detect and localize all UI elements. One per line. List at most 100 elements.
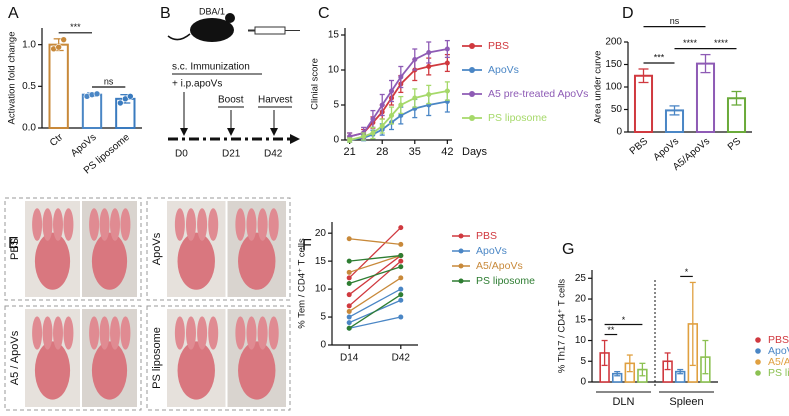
legend-marker bbox=[755, 348, 761, 354]
photo-frame bbox=[146, 197, 291, 301]
data-point bbox=[346, 303, 352, 309]
toe bbox=[235, 208, 246, 241]
data-point bbox=[346, 275, 352, 281]
data-point bbox=[346, 308, 352, 314]
toe bbox=[63, 208, 74, 241]
data-point bbox=[426, 92, 432, 97]
y-axis-label: Clinial score bbox=[310, 58, 321, 110]
toe bbox=[89, 208, 100, 241]
data-point bbox=[346, 292, 352, 298]
timeline-arrow bbox=[290, 134, 300, 144]
data-point bbox=[346, 281, 352, 286]
toe bbox=[235, 316, 246, 350]
legend-label: PBS bbox=[476, 230, 497, 242]
paired-line bbox=[349, 254, 401, 262]
toe bbox=[42, 316, 53, 350]
photo-frame bbox=[4, 305, 142, 411]
data-point bbox=[361, 134, 367, 139]
data-point bbox=[93, 90, 101, 98]
y-axis-label: Area under curve bbox=[593, 51, 604, 124]
syringe bbox=[248, 26, 300, 35]
paired-line bbox=[349, 238, 401, 246]
y-tick-label: 0.0 bbox=[22, 123, 36, 134]
paired-line bbox=[348, 266, 402, 285]
y-tick-label: 15 bbox=[575, 314, 587, 325]
error-bar bbox=[702, 339, 709, 375]
panel-label: D bbox=[622, 5, 634, 22]
error-bar bbox=[601, 339, 608, 367]
paired-line bbox=[348, 294, 402, 329]
photo-panels: PBS ApoVs A5 / ApoVs PS liposome bbox=[4, 197, 291, 411]
y-tick-label: 0 bbox=[580, 377, 586, 388]
toe bbox=[32, 208, 43, 241]
y-tick-label: 0 bbox=[320, 340, 326, 351]
toe bbox=[246, 316, 257, 350]
error-bar bbox=[626, 354, 633, 373]
y-tick-label: 15 bbox=[315, 256, 327, 267]
error-bar bbox=[638, 68, 649, 84]
x-axis-label: Days bbox=[462, 146, 488, 158]
error-bar bbox=[700, 53, 711, 74]
toe bbox=[257, 208, 268, 241]
data-point bbox=[389, 88, 395, 94]
toe bbox=[185, 208, 196, 241]
y-tick-label: 20 bbox=[575, 294, 587, 305]
photo-label: ApoVs bbox=[151, 232, 163, 265]
panel-label: G bbox=[562, 241, 574, 258]
significance-label: ** bbox=[607, 325, 615, 335]
toe bbox=[208, 208, 219, 241]
legend-label: PBS bbox=[768, 334, 789, 346]
bar bbox=[81, 93, 103, 129]
arrow-head bbox=[227, 128, 235, 136]
y-tick-label: 5 bbox=[333, 100, 339, 111]
significance-label: ns bbox=[104, 76, 114, 86]
legend-marker bbox=[458, 278, 464, 284]
data-point bbox=[398, 258, 404, 264]
schematic: B DBA/1 s.c. Immunization + i.p.apoVs Bo… bbox=[160, 5, 300, 160]
toe bbox=[174, 316, 185, 350]
data-point bbox=[347, 137, 353, 143]
error-bar bbox=[677, 368, 684, 375]
data-point bbox=[398, 292, 404, 298]
y-axis-label: % Tem / CD4⁺ T cells bbox=[297, 238, 308, 329]
significance-label: ns bbox=[670, 16, 680, 26]
y-tick-label: 0.5 bbox=[22, 81, 36, 92]
error-bar bbox=[669, 105, 680, 116]
legend-marker bbox=[755, 370, 761, 376]
toe bbox=[99, 208, 110, 241]
toe bbox=[185, 316, 196, 350]
legend-marker bbox=[458, 263, 464, 269]
data-point bbox=[60, 36, 67, 43]
error-bar bbox=[731, 90, 742, 106]
panel-label: C bbox=[318, 5, 330, 22]
legend-label: PS liposome bbox=[488, 112, 547, 124]
data-point bbox=[444, 60, 450, 66]
toe bbox=[63, 316, 74, 350]
toe bbox=[110, 316, 120, 350]
data-point bbox=[398, 241, 404, 247]
data-point bbox=[346, 320, 352, 326]
photo-frame bbox=[146, 305, 291, 411]
series-line bbox=[349, 62, 448, 138]
data-point bbox=[379, 123, 385, 129]
arrow-head bbox=[270, 128, 278, 136]
mouse-tail bbox=[167, 33, 191, 41]
data-point bbox=[346, 314, 352, 320]
panel-label: B bbox=[160, 5, 171, 22]
data-point bbox=[398, 264, 404, 270]
x-tick-label: D14 bbox=[340, 353, 359, 364]
error-bar bbox=[614, 370, 621, 377]
legend-label: PS liposome bbox=[768, 367, 789, 379]
panel-label: E bbox=[8, 235, 19, 252]
data-point bbox=[412, 95, 418, 101]
x-tick-label: 35 bbox=[409, 146, 421, 158]
x-tick-label: Ctr bbox=[48, 131, 66, 148]
paired-line bbox=[348, 254, 402, 273]
paired-line bbox=[349, 316, 401, 329]
data-point bbox=[398, 297, 404, 303]
legend-marker bbox=[469, 91, 475, 97]
toe bbox=[257, 316, 268, 350]
y-tick-label: 150 bbox=[605, 59, 622, 70]
data-point bbox=[346, 325, 352, 331]
